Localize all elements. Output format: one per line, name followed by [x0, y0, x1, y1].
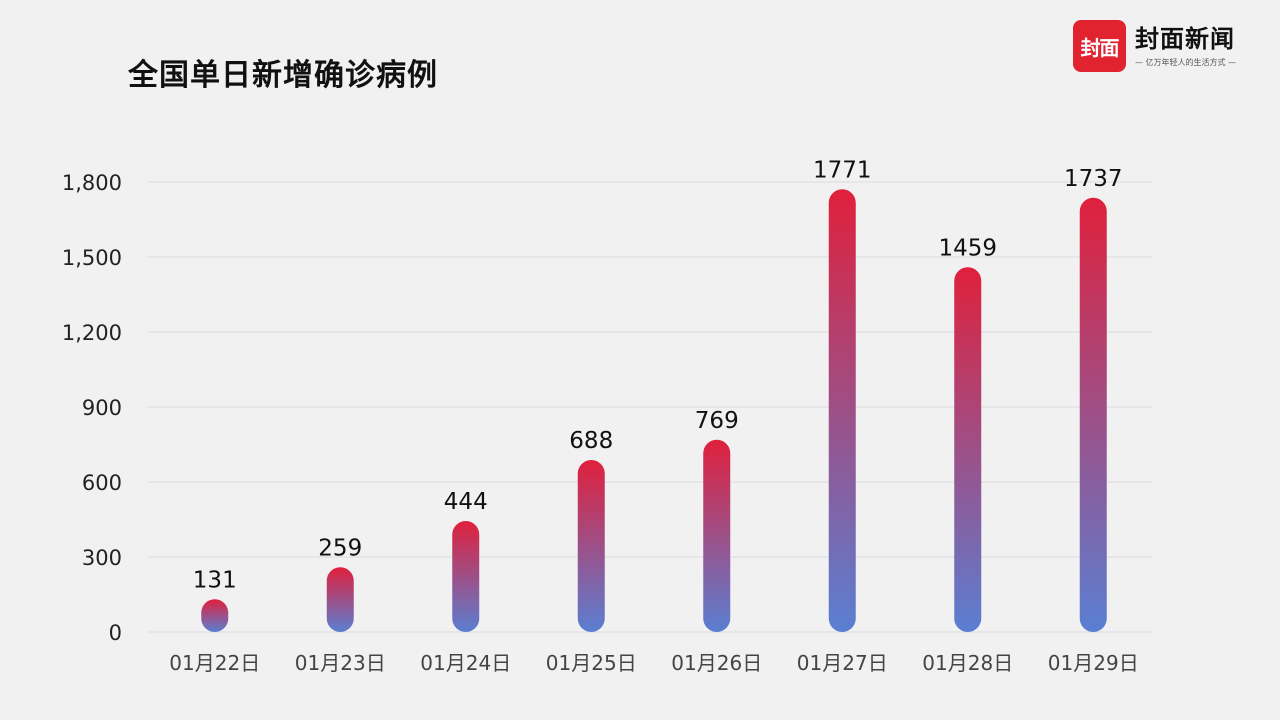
- data-label: 688: [569, 428, 613, 454]
- data-label: 1459: [938, 235, 997, 261]
- bar: [201, 599, 229, 632]
- bar: [954, 267, 982, 632]
- bar: [828, 189, 856, 632]
- x-tick-label: 01月26日: [671, 651, 762, 675]
- bar: [1079, 197, 1107, 632]
- bar: [703, 439, 731, 632]
- x-tick-label: 01月22日: [169, 651, 260, 675]
- data-label: 1771: [813, 157, 872, 183]
- y-tick-label: 1,800: [62, 171, 122, 195]
- y-tick-label: 600: [82, 471, 122, 495]
- bar: [326, 567, 354, 632]
- data-label: 444: [444, 489, 488, 515]
- y-tick-label: 0: [109, 621, 122, 645]
- y-tick-label: 300: [82, 546, 122, 570]
- x-axis-labels: 01月22日 01月23日 01月24日 01月25日 01月26日 01月27日 01月2…: [169, 651, 1138, 675]
- data-label: 1737: [1064, 166, 1123, 192]
- data-label: 769: [695, 408, 739, 434]
- bars: [201, 189, 1107, 632]
- data-label: 131: [193, 567, 237, 593]
- x-tick-label: 01月23日: [295, 651, 386, 675]
- bar: [577, 460, 605, 632]
- logo-slogan: — 亿万年轻人的生活方式 —: [1135, 57, 1237, 67]
- logo: 封面 封面新闻 — 亿万年轻人的生活方式 —: [1073, 20, 1236, 72]
- bar: [452, 521, 480, 632]
- x-tick-label: 01月24日: [420, 651, 511, 675]
- y-tick-label: 1,500: [62, 246, 122, 270]
- data-labels: 131 259 444 688 769 1771 1459 1737: [193, 157, 1123, 593]
- chart-title: 全国单日新增确诊病例: [128, 58, 438, 93]
- y-axis-ticks: 0 300 600 900 1,200 1,500 1,800: [62, 171, 122, 645]
- y-tick-label: 900: [82, 396, 122, 420]
- x-tick-label: 01月29日: [1048, 651, 1139, 675]
- logo-badge: 封面: [1073, 20, 1126, 72]
- data-label: 259: [318, 535, 362, 561]
- x-tick-label: 01月27日: [797, 651, 888, 675]
- x-tick-label: 01月25日: [546, 651, 637, 675]
- y-tick-label: 1,200: [62, 321, 122, 345]
- logo-name: 封面新闻: [1135, 23, 1235, 53]
- x-tick-label: 01月28日: [922, 651, 1013, 675]
- grid-lines: [148, 181, 1152, 633]
